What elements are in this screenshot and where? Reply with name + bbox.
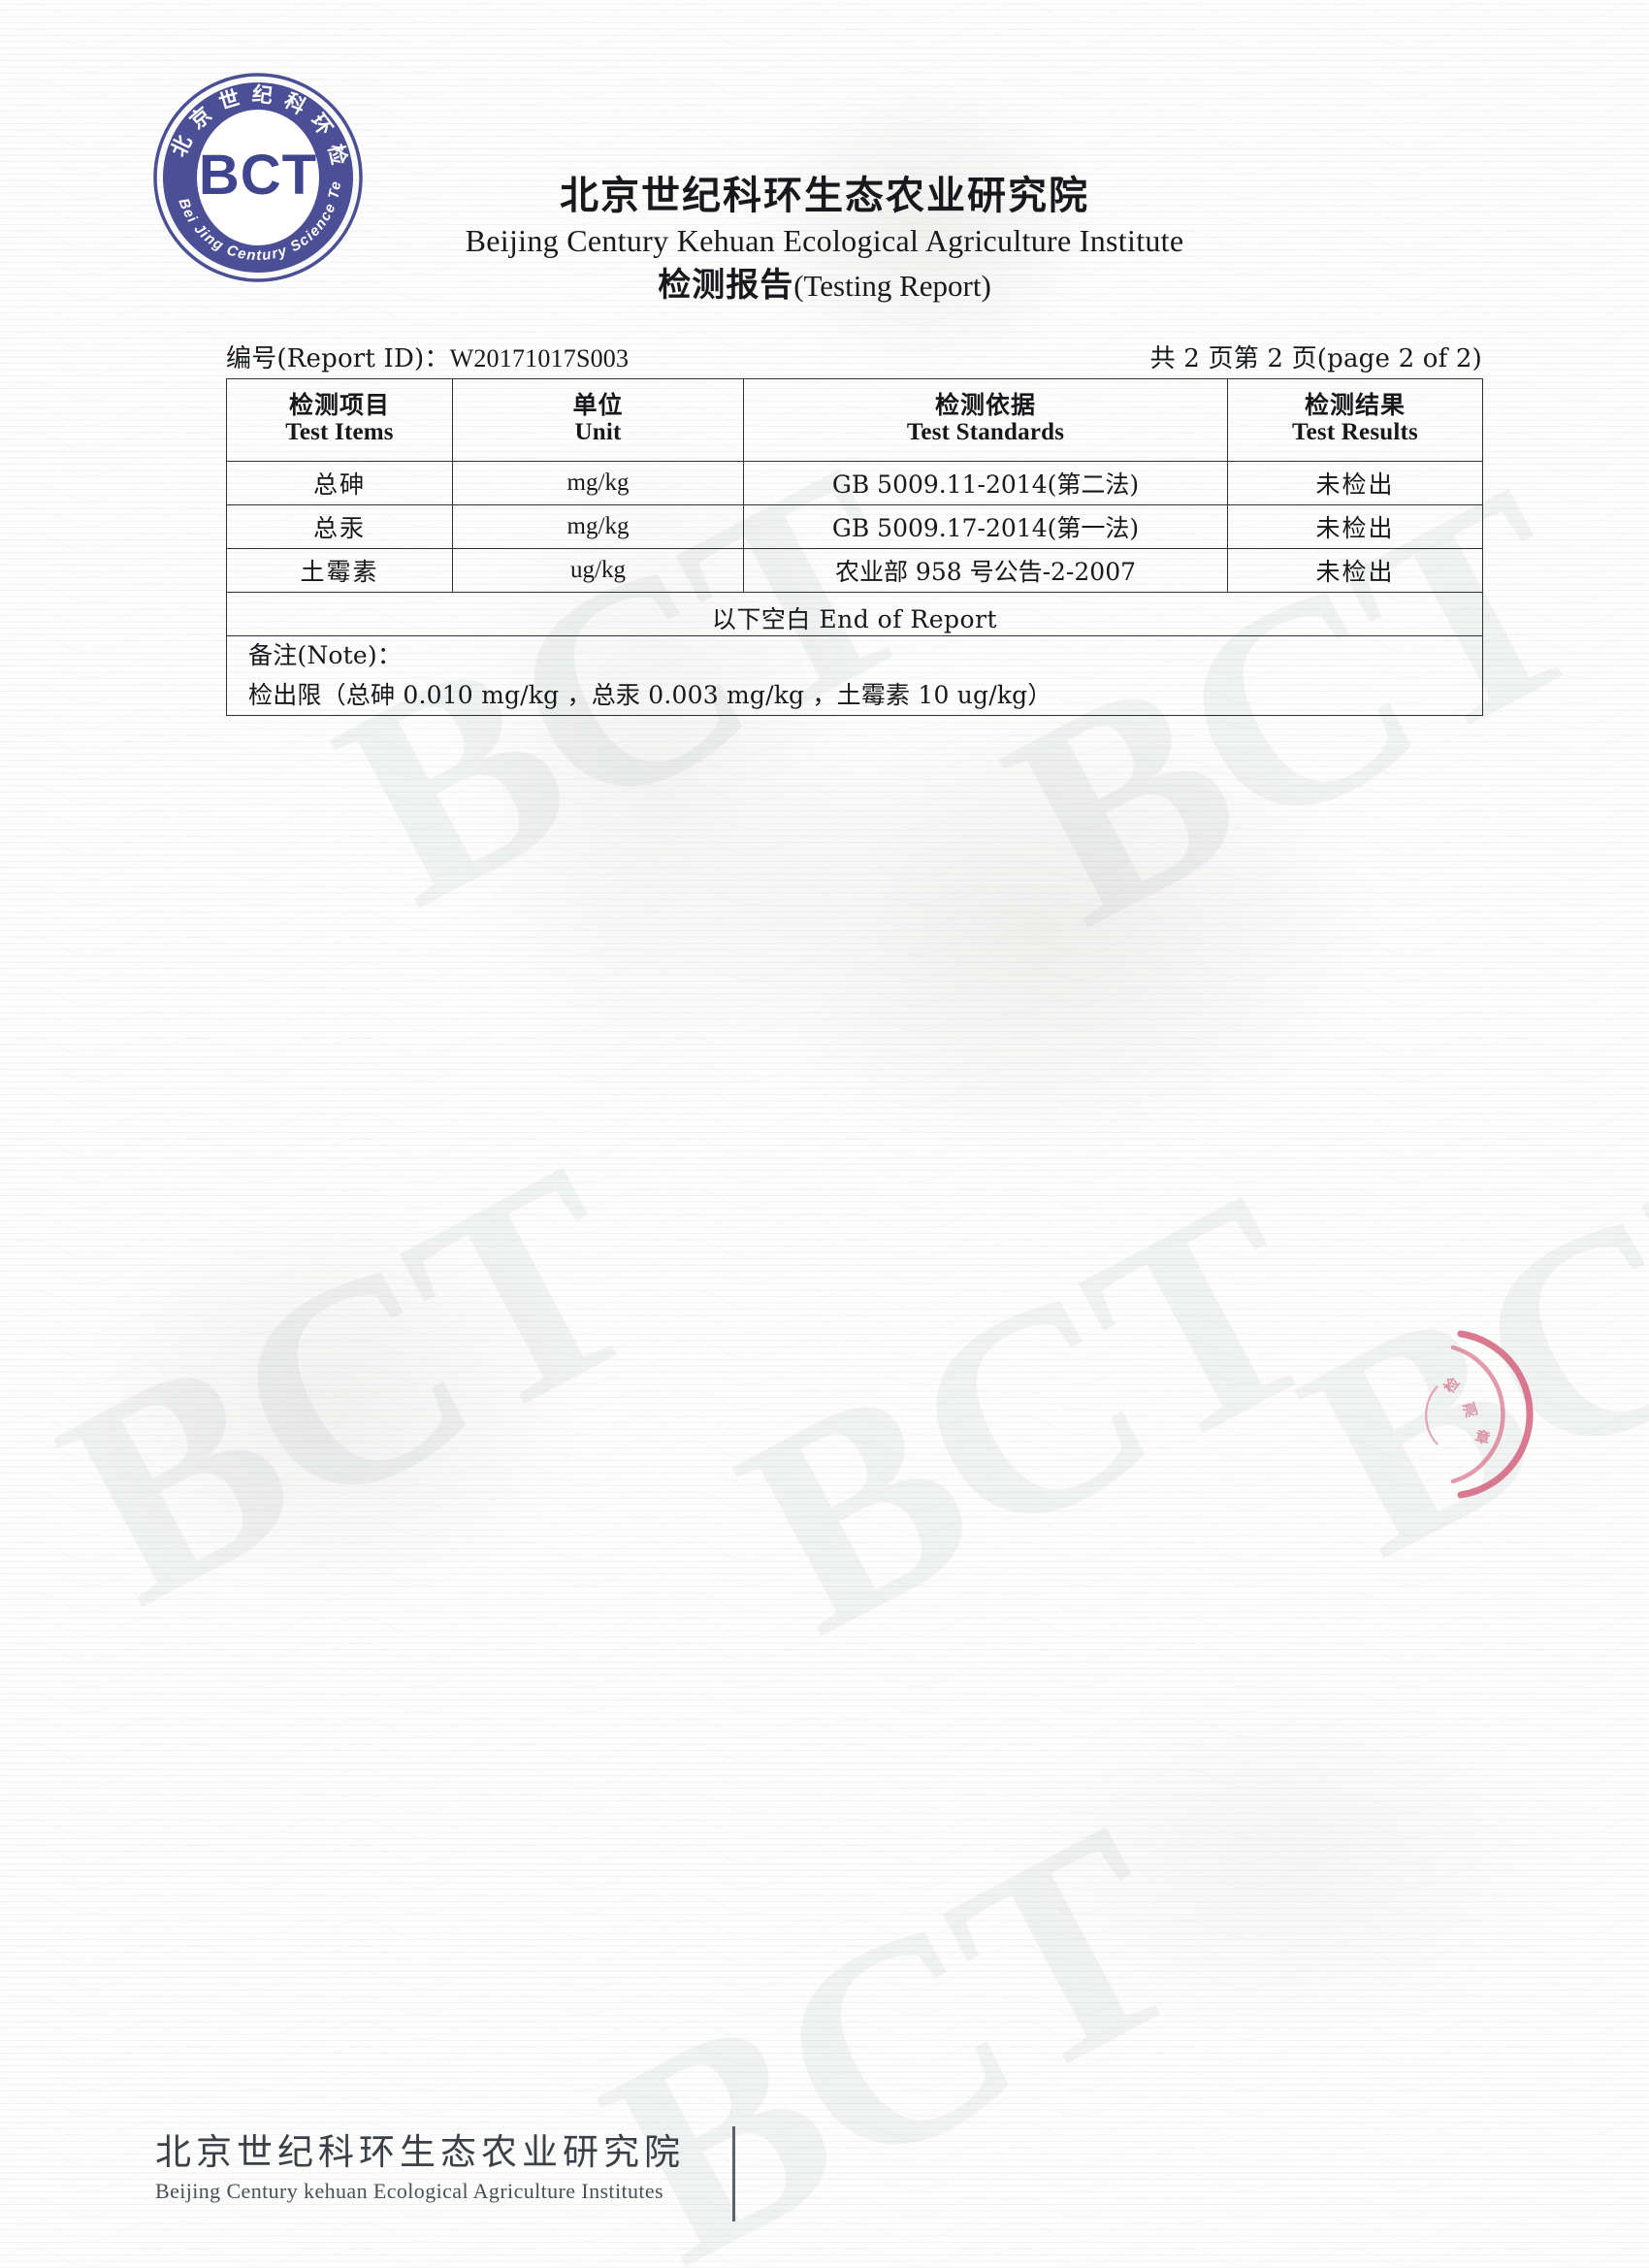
end-of-report-text: 以下空白 End of Report — [711, 605, 998, 633]
cell-test-standard: GB 5009.17-2014(第一法) — [743, 504, 1228, 549]
column-header-test-standards: 检测依据 Test Standards — [743, 378, 1228, 462]
footer-org-name-en: Beijing Century kehuan Ecological Agricu… — [155, 2179, 664, 2204]
report-id-value: W20171017S003 — [449, 344, 630, 373]
report-title-en: (Testing Report) — [793, 268, 991, 303]
report-footer: 北京世纪科环生态农业研究院 Beijing Century kehuan Eco… — [155, 2130, 757, 2204]
column-header-test-results: 检测结果 Test Results — [1227, 378, 1483, 462]
report-id-label: 编号(Report ID)： — [226, 344, 450, 373]
column-header-cn: 检测依据 — [934, 391, 1036, 419]
end-of-report-row: 以下空白 End of Report — [226, 592, 1483, 636]
svg-text:BCT: BCT — [199, 144, 317, 207]
column-header-en: Test Results — [1292, 419, 1418, 445]
cell-test-result: 未检出 — [1227, 548, 1483, 593]
column-header-en: Unit — [574, 419, 622, 445]
column-header-unit: 单位 Unit — [452, 378, 744, 462]
cell-test-standard: GB 5009.11-2014(第二法) — [743, 461, 1228, 505]
cell-test-item: 土霉素 — [226, 548, 453, 593]
cell-test-result: 未检出 — [1227, 461, 1483, 505]
column-header-cn: 检测项目 — [288, 391, 390, 419]
svg-text:检: 检 — [1440, 1375, 1463, 1397]
column-header-cn: 检测结果 — [1304, 391, 1406, 419]
note-label: 备注(Note)： — [248, 641, 403, 669]
report-header: 北京世纪科环检测 Bei Jing Century Science Testin… — [0, 0, 1649, 320]
note-cell: 备注(Note)： 检出限（总砷 0.010 mg/kg ，总汞 0.003 m… — [226, 635, 1483, 716]
org-name-cn: 北京世纪科环生态农业研究院 — [560, 173, 1089, 218]
svg-text:章: 章 — [1473, 1427, 1492, 1447]
report-meta-line: 编号(Report ID)：W20171017S003 共 2 页第 2 页(p… — [226, 338, 1482, 374]
footer-divider — [732, 2126, 735, 2221]
report-title: 检测报告(Testing Report) — [291, 266, 1358, 307]
cell-test-standard: 农业部 958 号公告-2-2007 — [743, 548, 1228, 593]
table-row: 总砷 mg/kg GB 5009.11-2014(第二法) 未检出 — [226, 461, 1483, 505]
table-row: 土霉素 ug/kg 农业部 958 号公告-2-2007 未检出 — [226, 548, 1483, 593]
column-header-en: Test Items — [285, 419, 394, 445]
footer-org-name-cn: 北京世纪科环生态农业研究院 — [155, 2131, 685, 2173]
cell-unit: ug/kg — [452, 548, 744, 593]
table-header-row: 检测项目 Test Items 单位 Unit 检测依据 Test Standa… — [226, 378, 1483, 462]
page-info: 共 2 页第 2 页(page 2 of 2) — [1149, 344, 1482, 373]
report-id: 编号(Report ID)：W20171017S003 — [226, 339, 629, 374]
test-results-table: 检测项目 Test Items 单位 Unit 检测依据 Test Standa… — [226, 378, 1483, 716]
red-seal-stamp: 检 测 章 — [1425, 1330, 1534, 1499]
column-header-cn: 单位 — [572, 391, 624, 419]
table-row: 总汞 mg/kg GB 5009.17-2014(第一法) 未检出 — [226, 504, 1483, 549]
cell-test-item: 总砷 — [226, 461, 453, 505]
end-of-report-cell: 以下空白 End of Report — [226, 592, 1483, 636]
header-title-block: 北京世纪科环生态农业研究院 Beijing Century Kehuan Eco… — [291, 173, 1358, 306]
column-header-test-items: 检测项目 Test Items — [226, 378, 453, 462]
cell-unit: mg/kg — [452, 504, 744, 549]
note-row: 备注(Note)： 检出限（总砷 0.010 mg/kg ，总汞 0.003 m… — [226, 635, 1483, 716]
bct-watermark: BCT — [1258, 1058, 1649, 1617]
bct-logo: 北京世纪科环检测 Bei Jing Century Science Testin… — [150, 70, 363, 282]
org-name-en: Beijing Century Kehuan Ecological Agricu… — [465, 223, 1184, 259]
cell-test-result: 未检出 — [1227, 504, 1483, 549]
cell-unit: mg/kg — [452, 461, 744, 505]
report-title-cn: 检测报告 — [658, 265, 794, 305]
svg-text:测: 测 — [1461, 1400, 1480, 1421]
cell-test-item: 总汞 — [226, 504, 453, 549]
bct-watermark: BCT — [695, 1136, 1360, 1695]
column-header-en: Test Standards — [906, 419, 1065, 445]
bct-watermark: BCT — [16, 1107, 681, 1666]
note-text: 检出限（总砷 0.010 mg/kg ，总汞 0.003 mg/kg ，土霉素 … — [248, 680, 1052, 709]
